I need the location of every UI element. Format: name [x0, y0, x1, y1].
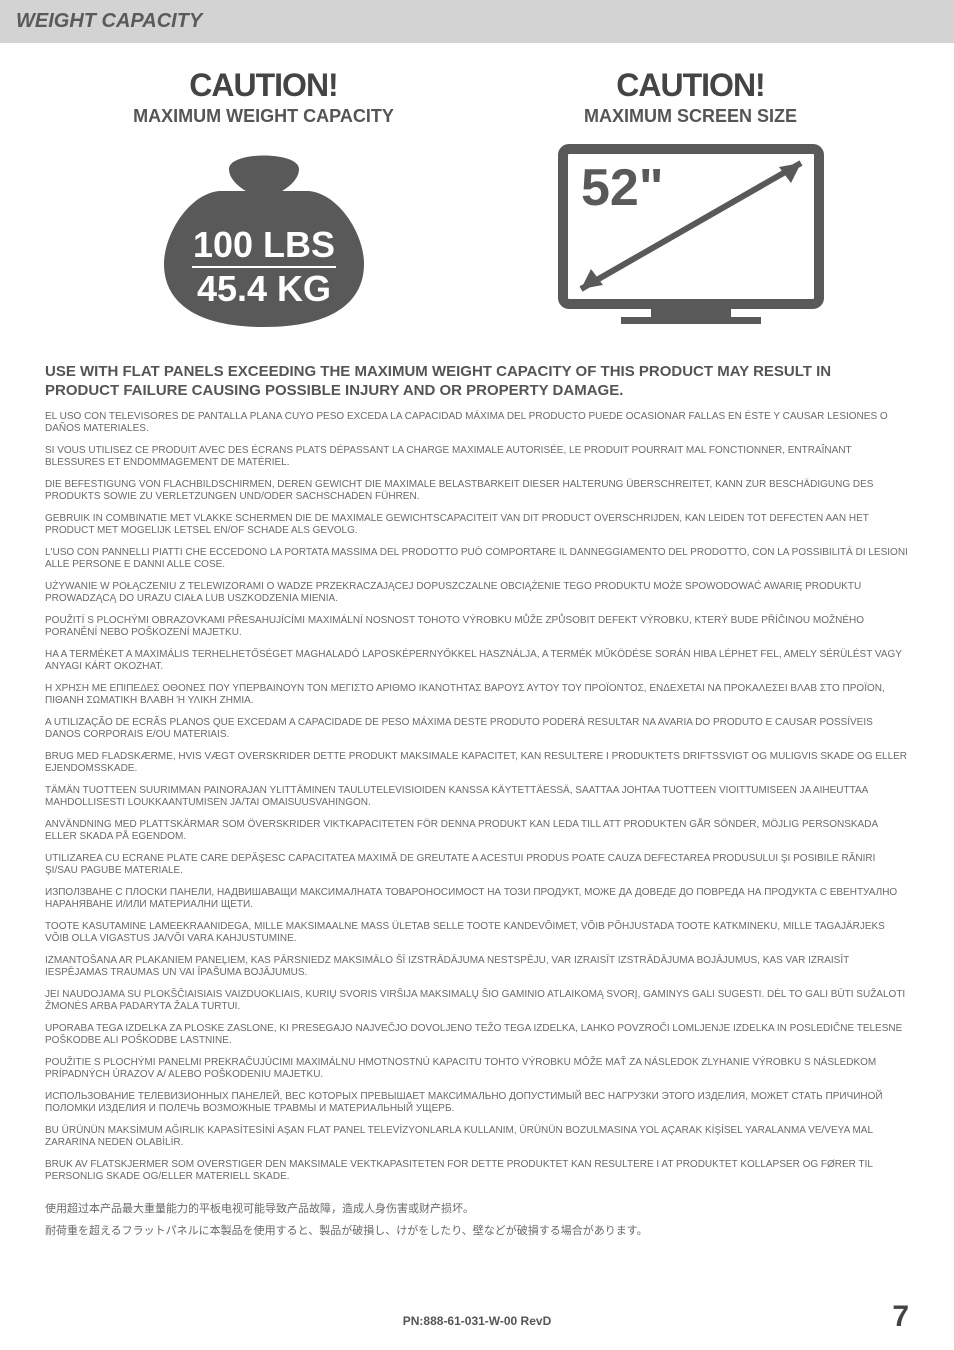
caution-screen-subtitle: MAXIMUM SCREEN SIZE [477, 106, 904, 127]
warning-para: POUŽITÍ S PLOCHÝMI OBRAZOVKAMI PŘESAHUJÍ… [45, 611, 909, 643]
part-number: PN:888-61-031-W-00 RevD [403, 1314, 552, 1328]
warning-para: L'USO CON PANNELLI PIATTI CHE ECCEDONO L… [45, 543, 909, 575]
warning-para: BU ÜRÜNÜN MAKSİMUM AĞIRLIK KAPASİTESİNİ … [45, 1121, 909, 1153]
warning-para: UTILIZAREA CU ECRANE PLATE CARE DEPĂŞESC… [45, 849, 909, 881]
warning-para: IZMANTOŠANA AR PLAKANIEM PANEĻIEM, KAS P… [45, 951, 909, 983]
header-bar: WEIGHT CAPACITY [0, 0, 954, 43]
page-number: 7 [892, 1300, 909, 1334]
warning-para: BRUK AV FLATSKJERMER SOM OVERSTIGER DEN … [45, 1155, 909, 1187]
caution-weight-block: CAUTION! MAXIMUM WEIGHT CAPACITY 100 LBS… [50, 67, 477, 329]
warning-para: ИСПОЛЬЗОВАНИЕ ТЕЛЕВИЗИОННЫХ ПАНЕЛЕЙ, ВЕС… [45, 1087, 909, 1119]
warning-para: Η ΧΡΗΣΗ ΜΕ ΕΠΙΠΕΔΕΣ ΟΘΟΝΕΣ ΠΟΥ ΥΠΕΡΒΑΙΝΟ… [45, 679, 909, 711]
tv-icon: 52" [551, 139, 831, 329]
warning-para: ANVÄNDNING MED PLATTSKÄRMAR SOM ÖVERSKRI… [45, 815, 909, 847]
warning-section: USE WITH FLAT PANELS EXCEEDING THE MAXIM… [0, 363, 954, 1242]
cjk-paragraphs: 使用超过本产品最大重量能力的平板电视可能导致产品故障，造成人身伤害或财产损坏。耐… [45, 1199, 909, 1243]
warning-para: JEI NAUDOJAMA SU PLOKŠČIAISIAIS VAIZDUOK… [45, 985, 909, 1017]
kettlebell-icon: 100 LBS 45.4 KG [134, 139, 394, 329]
warning-para: ИЗПОЛЗВАНЕ С ПЛОСКИ ПАНЕЛИ, НАДВИШАВАЩИ … [45, 883, 909, 915]
warning-para: HA A TERMÉKET A MAXIMÁLIS TERHELHETŐSÉGE… [45, 645, 909, 677]
caution-weight-subtitle: MAXIMUM WEIGHT CAPACITY [50, 106, 477, 127]
screen-graphic: 52" [477, 139, 904, 329]
weight-graphic: 100 LBS 45.4 KG [50, 139, 477, 329]
footer: PN:888-61-031-W-00 RevD 7 [0, 1314, 954, 1328]
weight-kg: 45.4 KG [196, 268, 330, 309]
caution-screen-title: CAUTION! [477, 67, 904, 104]
page-title: WEIGHT CAPACITY [16, 10, 938, 33]
warning-para: SI VOUS UTILISEZ CE PRODUIT AVEC DES ÉCR… [45, 441, 909, 473]
warning-para: TÄMÄN TUOTTEEN SUURIMMAN PAINORAJAN YLIT… [45, 781, 909, 813]
warning-para: DIE BEFESTIGUNG VON FLACHBILDSCHIRMEN, D… [45, 475, 909, 507]
caution-screen-block: CAUTION! MAXIMUM SCREEN SIZE 52" [477, 67, 904, 329]
warning-para: BRUG MED FLADSKÆRME, HVIS VÆGT OVERSKRID… [45, 747, 909, 779]
warning-para: TOOTE KASUTAMINE LAMEEKRAANIDEGA, MILLE … [45, 917, 909, 949]
weight-lbs: 100 LBS [192, 224, 334, 265]
warning-para: A UTILIZAÇÃO DE ECRÃS PLANOS QUE EXCEDAM… [45, 713, 909, 745]
warning-heading: USE WITH FLAT PANELS EXCEEDING THE MAXIM… [45, 363, 909, 401]
warning-para: UPORABA TEGA IZDELKA ZA PLOSKE ZASLONE, … [45, 1019, 909, 1051]
caution-weight-title: CAUTION! [50, 67, 477, 104]
warning-para-cjk: 使用超过本产品最大重量能力的平板电视可能导致产品故障，造成人身伤害或财产损坏。 [45, 1199, 909, 1220]
warning-para-cjk: 耐荷重を超えるフラットパネルに本製品を使用すると、製品が破損し、けがをしたり、壁… [45, 1221, 909, 1242]
caution-row: CAUTION! MAXIMUM WEIGHT CAPACITY 100 LBS… [0, 43, 954, 339]
screen-size-value: 52" [581, 159, 664, 217]
warning-para: EL USO CON TELEVISORES DE PANTALLA PLANA… [45, 407, 909, 439]
warning-para: POUŽITIE S PLOCHÝMI PANELMI PREKRAČUJÚCI… [45, 1053, 909, 1085]
multilang-paragraphs: EL USO CON TELEVISORES DE PANTALLA PLANA… [45, 407, 909, 1187]
warning-para: UŻYWANIE W POŁĄCZENIU Z TELEWIZORAMI O W… [45, 577, 909, 609]
warning-para: GEBRUIK IN COMBINATIE MET VLAKKE SCHERME… [45, 509, 909, 541]
